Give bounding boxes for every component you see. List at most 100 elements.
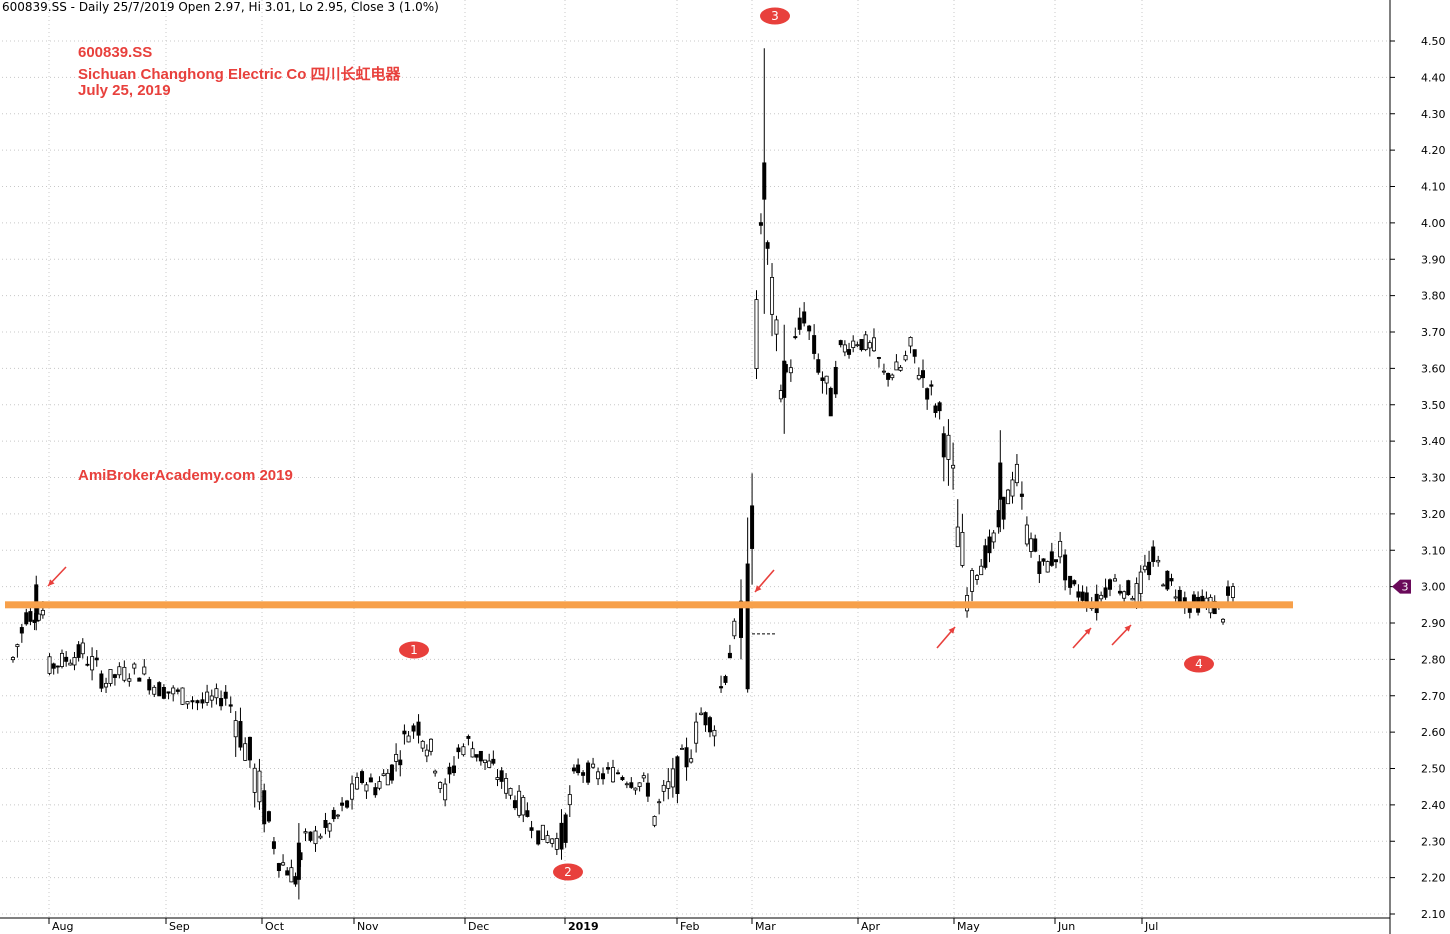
marker-4-label: 4 [1195, 657, 1203, 671]
candle-body [816, 359, 821, 373]
x-tick-label: Mar [755, 920, 776, 933]
candle-body [313, 830, 318, 845]
candle-body [633, 787, 638, 791]
candle-body [581, 772, 586, 776]
candle-body [1076, 591, 1081, 598]
y-tick-label: 4.20 [1421, 144, 1446, 157]
y-tick-label: 2.20 [1421, 872, 1446, 885]
candle-body [1001, 496, 1006, 520]
candle-body [355, 777, 360, 790]
candle-body [876, 357, 881, 359]
candle-body [1024, 524, 1029, 545]
candle-body [1068, 575, 1073, 588]
candle-body [364, 784, 369, 792]
candle-body [406, 735, 411, 743]
x-tick-label: Jul [1144, 920, 1158, 933]
candle-body [975, 575, 980, 580]
candle-body [171, 687, 176, 695]
candle-body [955, 526, 960, 548]
y-tick-label: 3.60 [1421, 362, 1446, 375]
candle-body [15, 644, 20, 648]
candle-body [1010, 479, 1015, 497]
candle-body [536, 830, 541, 845]
x-tick-label: Aug [52, 920, 73, 933]
candle-body [499, 770, 504, 782]
candle-body [754, 299, 759, 369]
candle-body [474, 754, 479, 758]
candle-body [385, 772, 390, 786]
candle-body [983, 545, 988, 568]
candle-body [707, 717, 712, 733]
candle-body [214, 688, 219, 699]
y-tick-label: 2.90 [1421, 617, 1446, 630]
candle-body [233, 720, 238, 738]
candle-body [689, 758, 694, 763]
candle-body [576, 764, 581, 774]
candle-body [719, 686, 724, 689]
y-tick-label: 3.80 [1421, 290, 1446, 303]
candle-body [209, 695, 214, 701]
y-tick-label: 4.50 [1421, 35, 1446, 48]
candle-body [478, 750, 483, 762]
candle-body [152, 686, 157, 695]
y-tick-label: 2.60 [1421, 726, 1446, 739]
candle-body [281, 862, 286, 866]
candle-body [703, 712, 708, 726]
candle-body [398, 759, 403, 766]
candle-body [629, 782, 634, 788]
candle-body [723, 676, 728, 683]
candle-body [451, 765, 456, 774]
candle-body [855, 344, 860, 347]
candle-body [540, 824, 545, 841]
candle-body [19, 627, 24, 634]
candle-body [859, 339, 864, 351]
candle-body [85, 663, 90, 666]
candle-body [890, 374, 895, 379]
candle-body [461, 746, 466, 756]
x-tick-label: Dec [468, 920, 489, 933]
candle-body [661, 784, 666, 792]
candle-body [842, 344, 847, 353]
candle-body [929, 384, 934, 387]
x-tick-label: 2019 [568, 920, 599, 933]
candle-body [1200, 595, 1205, 602]
candle-body [871, 337, 876, 352]
candle-body [774, 319, 779, 335]
candle-body [1226, 586, 1231, 596]
ticker-annotation: 600839.SS [78, 44, 153, 61]
candle-body [262, 790, 267, 825]
marker-3-badge [760, 7, 790, 25]
candle-body [195, 700, 200, 704]
candle-body [591, 763, 596, 768]
candle-body [373, 787, 378, 796]
candle-body [285, 870, 290, 876]
candle-body [758, 222, 763, 226]
candle-body [108, 669, 113, 684]
last-price-label: 3 [1402, 581, 1409, 594]
y-tick-label: 3.10 [1421, 544, 1446, 557]
candle-body [991, 532, 996, 543]
candle-body [456, 747, 461, 753]
candle-body [559, 822, 564, 850]
candle-body [793, 336, 798, 339]
candle-body [389, 764, 394, 781]
marker-1-label: 1 [410, 643, 418, 657]
arrow-head [755, 585, 762, 592]
candle-body [28, 611, 33, 622]
x-tick-label: Apr [861, 920, 881, 933]
candle-body [601, 773, 606, 780]
candle-body [161, 687, 166, 699]
candle-body [987, 536, 992, 554]
candle-body [483, 759, 488, 763]
candle-body [925, 388, 930, 400]
candle-body [657, 801, 662, 804]
candle-body [1161, 584, 1166, 587]
candle-body [620, 777, 625, 781]
candle-body [571, 767, 576, 772]
candle-body [94, 657, 99, 661]
candle-body [266, 811, 271, 822]
candle-body [308, 831, 313, 841]
candle-body [596, 771, 601, 780]
candle-body [611, 767, 616, 783]
candle-body [727, 652, 732, 659]
